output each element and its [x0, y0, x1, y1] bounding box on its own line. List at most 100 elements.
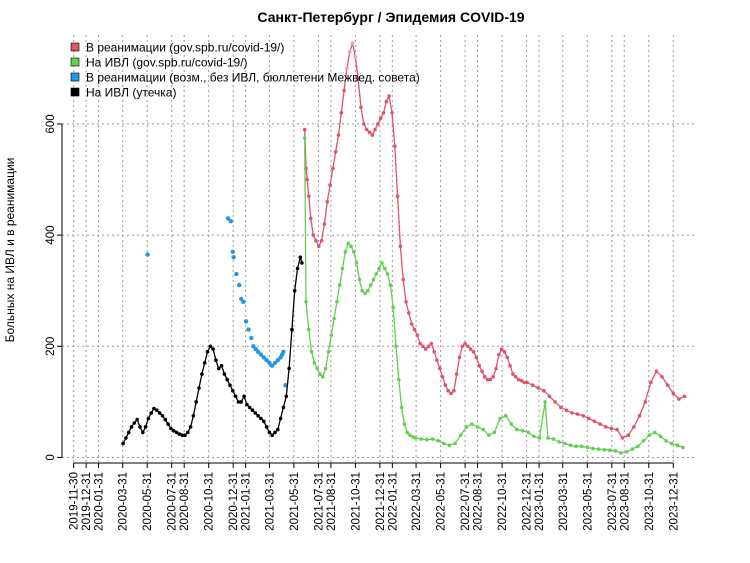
data-point — [658, 434, 663, 439]
data-point — [412, 327, 417, 332]
data-point — [660, 375, 664, 379]
data-point — [415, 333, 420, 338]
data-point — [481, 427, 486, 432]
series-group — [121, 254, 304, 446]
data-point — [255, 349, 261, 354]
data-point — [267, 430, 272, 435]
y-tick-label: 600 — [45, 114, 57, 133]
data-point — [312, 361, 317, 365]
data-point — [553, 400, 557, 404]
x-tick-label: 2021-05-31 — [289, 472, 301, 531]
series-group — [302, 136, 685, 455]
data-point — [228, 383, 232, 388]
data-point — [411, 435, 415, 439]
x-tick-label: 2021-03-31 — [264, 472, 276, 531]
data-point — [145, 252, 150, 257]
data-point — [525, 380, 529, 385]
x-tick-label: 2023-10-31 — [644, 472, 656, 531]
data-point — [343, 250, 348, 254]
data-point — [447, 443, 452, 448]
legend-label: На ИВЛ (gov.spb.ru/covid-19/) — [86, 56, 248, 70]
data-point — [675, 443, 680, 448]
data-point — [233, 394, 238, 399]
data-point — [295, 266, 300, 271]
data-point — [335, 300, 339, 304]
data-point — [536, 386, 541, 390]
data-point — [483, 375, 487, 379]
data-point — [377, 266, 381, 271]
data-point — [682, 394, 687, 399]
data-point — [155, 408, 159, 413]
data-point — [357, 277, 362, 282]
data-point — [333, 149, 338, 154]
data-point — [394, 344, 398, 349]
y-tick-label: 0 — [45, 454, 57, 460]
x-tick-label: 2020-05-31 — [142, 472, 154, 531]
data-point — [471, 350, 476, 354]
legend-swatch — [70, 57, 80, 67]
data-point — [449, 391, 453, 396]
data-point — [575, 412, 580, 416]
data-point — [152, 406, 156, 411]
data-point — [609, 426, 614, 431]
data-point — [326, 350, 331, 354]
data-point — [225, 216, 231, 221]
data-point — [166, 422, 170, 426]
data-point — [387, 94, 391, 98]
data-point — [643, 400, 647, 404]
data-point — [281, 405, 286, 410]
data-point — [211, 347, 215, 351]
legend-swatch — [70, 42, 80, 52]
data-point — [261, 355, 266, 360]
data-point — [292, 288, 297, 293]
data-point — [384, 99, 389, 104]
x-tick-label: 2023-08-31 — [619, 472, 631, 531]
data-point — [309, 216, 313, 221]
data-point — [253, 411, 258, 415]
data-point — [497, 352, 501, 357]
data-point — [432, 350, 437, 354]
data-point — [262, 419, 266, 424]
data-point — [620, 436, 625, 440]
data-point — [250, 408, 255, 413]
data-point — [393, 144, 397, 148]
data-point — [654, 369, 659, 374]
data-point — [314, 238, 318, 243]
data-point — [339, 111, 344, 115]
data-point — [381, 111, 386, 115]
data-point — [559, 405, 563, 410]
data-point — [132, 421, 137, 425]
x-tick-label: 2021-01-31 — [241, 472, 253, 531]
data-point — [402, 422, 407, 426]
data-point — [425, 437, 429, 442]
data-point — [438, 366, 442, 371]
data-point — [349, 244, 353, 248]
data-point — [466, 344, 470, 349]
data-point — [311, 233, 316, 237]
data-point — [332, 316, 336, 321]
data-point — [596, 447, 601, 451]
x-tick-label: 2020-01-31 — [94, 472, 106, 531]
data-point — [228, 219, 233, 224]
data-point — [463, 341, 467, 346]
data-point — [513, 375, 518, 379]
data-point — [188, 425, 193, 429]
data-point — [671, 391, 676, 396]
data-point — [574, 444, 578, 449]
data-point — [653, 430, 657, 435]
data-point — [197, 386, 201, 390]
data-point — [331, 166, 335, 171]
data-point — [354, 261, 359, 265]
data-point — [453, 441, 457, 446]
data-point — [398, 244, 403, 248]
data-point — [615, 427, 619, 432]
data-point — [376, 122, 380, 126]
data-point — [397, 377, 401, 382]
data-point — [391, 305, 396, 310]
data-point — [322, 222, 327, 226]
data-point — [401, 277, 406, 282]
data-point — [570, 411, 574, 415]
data-point — [304, 300, 308, 304]
data-point — [568, 443, 573, 448]
